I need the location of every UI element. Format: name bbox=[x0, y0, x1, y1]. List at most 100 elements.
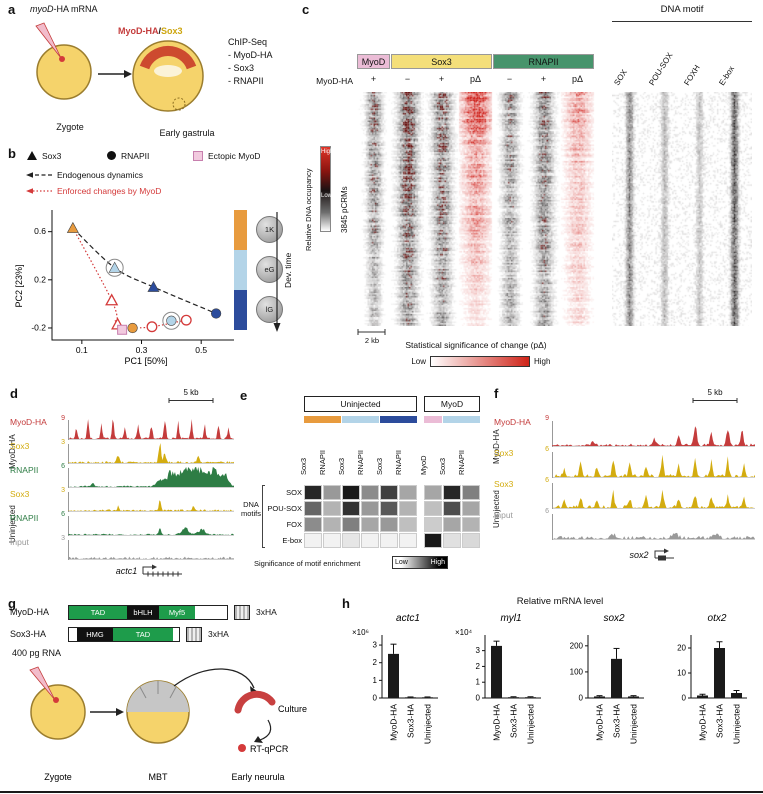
x-tick-label: 0.3 bbox=[136, 345, 148, 355]
motif-cell bbox=[342, 533, 360, 548]
x-category-label: MyoD-HA bbox=[389, 704, 399, 741]
motif-cell bbox=[380, 533, 398, 548]
qpcr-chart-myl1: myl1 ×10⁴ 0 1 2 3 MyoD-HA Sox3-HA Uninjected bbox=[455, 613, 541, 744]
track-scale-value: 3 bbox=[61, 439, 65, 446]
square-marker-icon bbox=[193, 151, 203, 161]
x-tick-label: 0.1 bbox=[76, 345, 88, 355]
stage-embryo-1k: 1K bbox=[256, 216, 283, 243]
track-name: MyoD-HA bbox=[494, 417, 531, 427]
embryo-diagram bbox=[35, 22, 204, 112]
pca-point-ectopic-myod-rnapii bbox=[146, 321, 158, 333]
motif-grid-column-label: Sox3 bbox=[337, 457, 346, 475]
track-signal bbox=[552, 452, 755, 478]
injection-spot bbox=[59, 56, 65, 62]
panel-b: b Sox3 RNAPII Ectopic MyoD Endogenous dy… bbox=[6, 146, 302, 376]
motif-cell bbox=[361, 517, 379, 532]
track-scale-value: 6 bbox=[545, 508, 549, 515]
cleavage-lines bbox=[139, 681, 177, 699]
y-tick-label: 0 bbox=[579, 694, 584, 703]
motif-cell bbox=[424, 501, 442, 516]
significance-high-label: High bbox=[534, 357, 551, 366]
track-scale-value: 6 bbox=[61, 463, 65, 470]
pca-point-sox3-lg bbox=[147, 280, 160, 292]
significance-colorbar bbox=[430, 356, 530, 367]
domain-empty bbox=[69, 627, 77, 641]
motif-grid-myod bbox=[424, 485, 480, 548]
domain-bhlh: bHLH bbox=[127, 605, 159, 619]
motif-cell bbox=[304, 533, 322, 548]
motif-row-label: E-box bbox=[282, 536, 302, 545]
motif-cell bbox=[304, 485, 322, 500]
pca-point-rnapii-eg bbox=[166, 315, 177, 326]
pca-plot: PC1 [50%] PC2 [23%] 0.1 0.3 0.5 0.6 0.2 -0.2 bbox=[14, 210, 234, 366]
ha-tag-box bbox=[186, 626, 202, 642]
motif-cell bbox=[443, 485, 461, 500]
motif-cell bbox=[380, 485, 398, 500]
pca-point-sox3-eg bbox=[108, 261, 121, 273]
panel-a: a myoD-HA mRNA MyoD-HA/Sox3 ChIP-Seq - M… bbox=[6, 2, 298, 144]
track-name: Input bbox=[10, 537, 29, 547]
dev-time-arrow bbox=[273, 212, 281, 332]
construct-bar: HMG TAD bbox=[68, 626, 180, 642]
y-tick-label: 0 bbox=[373, 694, 378, 703]
motif-cell bbox=[424, 517, 442, 532]
motif-cell bbox=[462, 517, 480, 532]
motif-column-label: POU-SOX bbox=[647, 50, 675, 87]
bar-myod-ha bbox=[594, 696, 605, 698]
qpcr-chart-sox2: sox2 0 100 200 MyoD-HA Sox3-HA Uninjected bbox=[570, 613, 644, 744]
panel-a-label: a bbox=[8, 2, 16, 17]
condition-sign: − bbox=[404, 74, 411, 84]
track-row-sox3: Sox3 6 bbox=[492, 446, 763, 478]
motif-row-label: FOX bbox=[286, 520, 302, 529]
motif-grid-column-label: RNAPII bbox=[318, 449, 327, 475]
row-group-bracket bbox=[262, 485, 265, 548]
arrow-head-icon bbox=[116, 708, 124, 716]
legend-ectopic-myod: Ectopic MyoD bbox=[192, 150, 260, 162]
bar-sox3-ha bbox=[714, 648, 725, 698]
panel-e: e Uninjected MyoD Sox3 RNAPII Sox3 RNAPII So… bbox=[240, 388, 490, 588]
track-signal bbox=[68, 540, 234, 560]
gene-model: actc1 bbox=[68, 564, 234, 578]
y-tick-label: 2 bbox=[476, 662, 481, 671]
pca-xlabel: PC1 [50%] bbox=[124, 356, 167, 366]
motif-cell bbox=[443, 517, 461, 532]
stage-embryo-lg: lG bbox=[256, 296, 283, 323]
motif-grid-column-label: Sox3 bbox=[438, 457, 447, 475]
scale-bar-label: 5 kb bbox=[183, 388, 199, 397]
track-signal bbox=[68, 516, 234, 536]
colorbar-low-label: Low bbox=[321, 193, 333, 199]
panel-e-label: e bbox=[240, 388, 248, 403]
motif-cell bbox=[361, 501, 379, 516]
scale-bar-5kb: 5 kb bbox=[692, 388, 738, 406]
enforced-path bbox=[72, 227, 119, 325]
gene-model: sox2 bbox=[552, 548, 755, 562]
legend-enforced: Enforced changes by MyoD bbox=[26, 186, 161, 196]
gene-structure-icon bbox=[654, 548, 674, 561]
colorbar-high-label: High bbox=[321, 149, 334, 155]
y-tick-label: 200 bbox=[570, 641, 584, 650]
scale-bar-label: 2 kb bbox=[364, 336, 380, 345]
x-category-label: MyoD-HA bbox=[698, 704, 708, 741]
track-signal bbox=[552, 483, 755, 509]
motif-cell bbox=[342, 517, 360, 532]
enrichment-high-label: High bbox=[430, 559, 445, 566]
genome-tracks: MyoD-HA 9 Sox3 3 RNAPII 6 Sox3 3 RNAPII 6 Input 3 bbox=[8, 415, 238, 560]
pca-point-rnapii-lg bbox=[211, 308, 222, 319]
zygote-embryo bbox=[30, 684, 86, 740]
dashed-arrow-icon bbox=[26, 172, 52, 178]
motif-grid-column-label: MyoD bbox=[419, 455, 428, 475]
bar-myod-ha bbox=[491, 645, 502, 698]
myod-sox3-expression-crescent bbox=[139, 45, 197, 70]
injection-needle-icon bbox=[29, 666, 56, 701]
track-name: Input bbox=[494, 510, 513, 520]
panel-d: d 5 kb MyoD-HA Uninjected MyoD-HA 9 Sox3 3 R… bbox=[8, 386, 238, 586]
motif-cell bbox=[399, 501, 417, 516]
construct-name: MyoD-HA bbox=[10, 607, 50, 617]
construct-name: Sox3-HA bbox=[10, 629, 47, 639]
bar-uninjected bbox=[628, 696, 639, 698]
stage-color-lg bbox=[234, 290, 247, 330]
track-scale-value: 9 bbox=[545, 415, 549, 422]
dna-motifs-line2: motifs bbox=[240, 509, 261, 518]
overlay-sep: / bbox=[158, 26, 162, 36]
